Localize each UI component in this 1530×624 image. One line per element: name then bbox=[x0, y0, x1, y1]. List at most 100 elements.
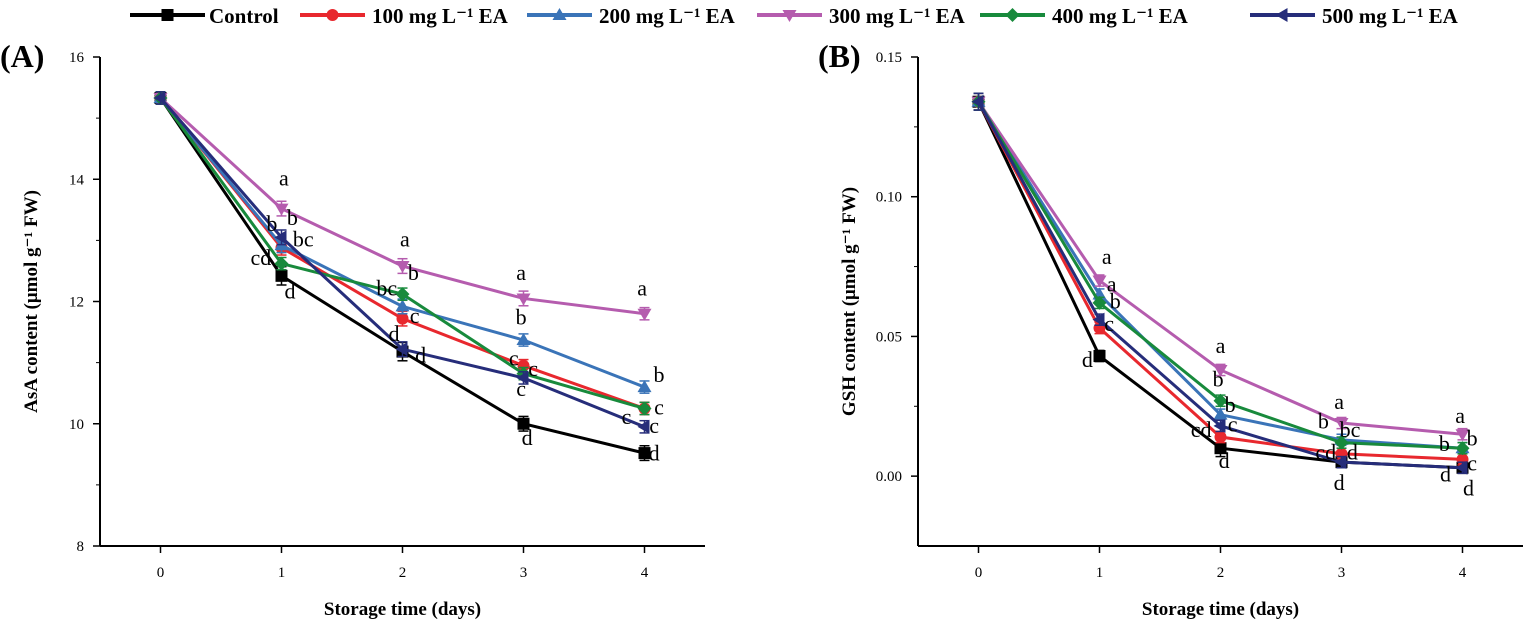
y-tick-label-a: 8 bbox=[77, 539, 85, 555]
x-axis-title-b: Storage time (days) bbox=[1142, 599, 1299, 620]
data-point bbox=[1093, 349, 1106, 362]
significance-label: b bbox=[1225, 392, 1236, 417]
significance-label: cd bbox=[1191, 417, 1212, 442]
data-point bbox=[517, 359, 530, 372]
legend-marker-200-mg-l-1-ea bbox=[552, 8, 567, 20]
x-tick-label-b: 1 bbox=[1096, 565, 1104, 581]
legend-item-500-mg-l-1-ea: 500 mg L⁻¹ EA bbox=[1250, 4, 1459, 28]
series-line bbox=[159, 97, 645, 410]
series-100-mg-l-1-ea-a bbox=[154, 91, 651, 416]
series-control-a bbox=[154, 91, 651, 462]
y-tick-label-b: 0.05 bbox=[876, 329, 902, 345]
y-tick-label-b: 0.15 bbox=[876, 50, 902, 66]
significance-label: b bbox=[1110, 288, 1121, 313]
series-400-mg-l-1-ea-a bbox=[153, 90, 652, 416]
legend-item-100-mg-l-1-ea: 100 mg L⁻¹ EA bbox=[300, 4, 509, 28]
legend-marker-400-mg-l-1-ea bbox=[1005, 8, 1020, 22]
data-point bbox=[637, 380, 652, 393]
data-point bbox=[1334, 435, 1349, 450]
data-point bbox=[1213, 364, 1228, 377]
significance-label: a bbox=[1334, 389, 1344, 414]
data-point bbox=[516, 293, 531, 306]
data-point bbox=[637, 308, 652, 321]
data-point bbox=[1213, 407, 1228, 420]
data-point bbox=[1455, 429, 1470, 442]
significance-label: c bbox=[410, 303, 420, 328]
significance-label: d bbox=[1082, 347, 1093, 372]
legend-label-200-mg-l-1-ea: 200 mg L⁻¹ EA bbox=[599, 4, 736, 28]
data-point bbox=[395, 299, 410, 312]
panel-label-a: (A) bbox=[0, 38, 44, 74]
significance-label: d bbox=[1347, 439, 1358, 464]
series-line bbox=[159, 97, 646, 410]
significance-label: b bbox=[1318, 409, 1329, 434]
data-point bbox=[1092, 275, 1107, 288]
significance-label: c bbox=[509, 346, 519, 371]
legend-item-400-mg-l-1-ea: 400 mg L⁻¹ EA bbox=[980, 4, 1189, 28]
series-500-mg-l-1-ea-a bbox=[153, 90, 650, 434]
data-point bbox=[638, 447, 651, 460]
significance-label: b bbox=[1467, 425, 1478, 450]
x-tick-label-a: 3 bbox=[520, 565, 528, 581]
legend-label-300-mg-l-1-ea: 300 mg L⁻¹ EA bbox=[829, 4, 966, 28]
significance-label: a bbox=[279, 165, 289, 190]
legend-item-300-mg-l-1-ea: 300 mg L⁻¹ EA bbox=[757, 4, 966, 28]
y-tick-label-a: 12 bbox=[69, 295, 84, 311]
data-point bbox=[1092, 312, 1105, 327]
significance-label: bc bbox=[1340, 417, 1361, 442]
legend-marker-300-mg-l-1-ea bbox=[782, 10, 797, 22]
significance-label: d bbox=[415, 343, 426, 368]
data-point bbox=[153, 90, 166, 105]
significance-label: b bbox=[654, 362, 665, 387]
legend: Control 100 mg L⁻¹ EA 200 mg L⁻¹ EA 300 mg … bbox=[130, 4, 1459, 28]
data-point bbox=[1213, 393, 1228, 408]
significance-label: a bbox=[1455, 403, 1465, 428]
significance-label: cd bbox=[251, 245, 272, 270]
legend-label-100-mg-l-1-ea: 100 mg L⁻¹ EA bbox=[372, 4, 509, 28]
data-point bbox=[1334, 418, 1349, 431]
data-point bbox=[395, 342, 408, 357]
significance-label: bc bbox=[376, 275, 397, 300]
series-500-mg-l-1-ea-b bbox=[971, 92, 1468, 475]
significance-label: b bbox=[516, 305, 527, 330]
legend-label-400-mg-l-1-ea: 400 mg L⁻¹ EA bbox=[1052, 4, 1189, 28]
significance-label: c bbox=[516, 376, 526, 401]
data-point bbox=[1334, 455, 1347, 470]
significance-label: c bbox=[528, 356, 538, 381]
significance-label: c bbox=[621, 404, 631, 429]
data-point bbox=[1213, 418, 1226, 433]
significance-label: c bbox=[1467, 451, 1477, 476]
legend-marker-100-mg-l-1-ea bbox=[326, 9, 339, 21]
legend-marker-control bbox=[161, 9, 174, 21]
series-300-mg-l-1-ea-a bbox=[153, 91, 652, 321]
y-tick-label-b: 0.10 bbox=[876, 190, 902, 206]
data-point bbox=[274, 203, 289, 216]
x-tick-label-b: 4 bbox=[1459, 565, 1467, 581]
data-point bbox=[516, 333, 531, 346]
significance-label: d bbox=[284, 278, 295, 303]
significance-label: c bbox=[1228, 411, 1238, 436]
data-point bbox=[1214, 442, 1227, 455]
significance-label: d bbox=[1440, 462, 1451, 487]
legend-label-500-mg-l-1-ea: 500 mg L⁻¹ EA bbox=[1322, 4, 1459, 28]
significance-label: bc bbox=[293, 226, 314, 251]
data-point bbox=[396, 312, 409, 325]
significance-label: a bbox=[516, 260, 526, 285]
significance-label: d bbox=[649, 440, 660, 465]
data-point bbox=[1214, 431, 1227, 444]
data-point bbox=[395, 287, 410, 302]
data-point bbox=[1455, 460, 1468, 475]
significance-label: cd bbox=[1315, 439, 1336, 464]
legend-marker-500-mg-l-1-ea bbox=[1275, 8, 1288, 22]
data-point bbox=[274, 230, 287, 245]
significance-label: c bbox=[1104, 311, 1114, 336]
series-400-mg-l-1-ea-b bbox=[971, 92, 1470, 456]
significance-label: b bbox=[266, 211, 277, 236]
significance-label: b bbox=[1213, 367, 1224, 392]
series-line bbox=[159, 97, 645, 455]
significance-label: d bbox=[1463, 476, 1474, 501]
significance-label: b bbox=[408, 260, 419, 285]
y-tick-label-a: 16 bbox=[69, 50, 85, 66]
significance-label: a bbox=[1216, 333, 1226, 358]
